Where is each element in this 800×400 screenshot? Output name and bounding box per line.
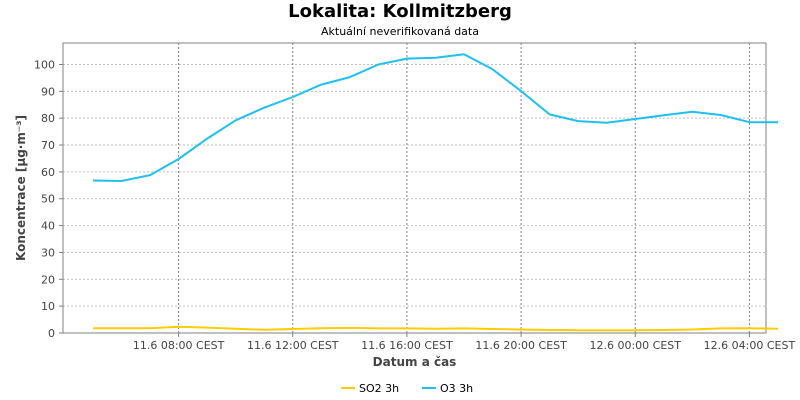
chart-subtitle: Aktuální neverifikovaná data [321, 25, 479, 38]
y-tick-label: 100 [34, 58, 55, 71]
y-tick-label: 40 [41, 220, 55, 233]
y-tick-label: 30 [41, 246, 55, 259]
series-line-2 [92, 53, 778, 182]
x-axis-label: Datum a čas [373, 355, 457, 369]
x-tick-label: 11.6 08:00 CEST [133, 339, 225, 352]
y-tick-label: 10 [41, 300, 55, 313]
x-tick-label: 11.6 16:00 CEST [361, 339, 453, 352]
legend-label-2: O3 3h [440, 382, 473, 395]
x-tick-label: 12.6 04:00 CEST [704, 339, 796, 352]
y-tick-label: 70 [41, 139, 55, 152]
chart-title: Lokalita: Kollmitzberg [288, 1, 512, 22]
x-tick-label: 11.6 20:00 CEST [475, 339, 567, 352]
y-tick-label: 20 [41, 273, 55, 286]
y-tick-label: 80 [41, 112, 55, 125]
plot-area [63, 43, 766, 333]
y-tick-label: 90 [41, 85, 55, 98]
y-tick-label: 0 [48, 327, 55, 340]
y-tick-label: 60 [41, 166, 55, 179]
x-tick-label: 12.6 00:00 CEST [589, 339, 681, 352]
y-axis-label: Koncentrace [µg·m⁻³] [14, 115, 28, 261]
legend-label-1: SO2 3h [359, 382, 399, 395]
y-tick-label: 50 [41, 193, 55, 206]
series-line-1 [93, 325, 779, 332]
x-tick-label: 11.6 12:00 CEST [247, 339, 339, 352]
plot-border [62, 42, 767, 334]
